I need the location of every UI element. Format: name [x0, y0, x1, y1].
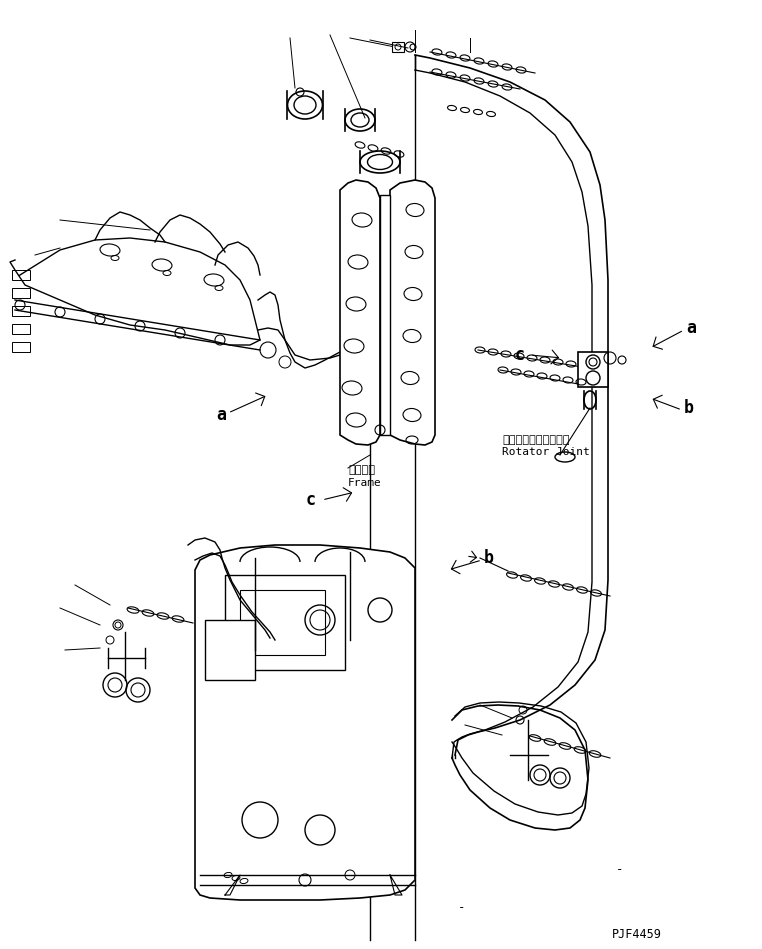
- Text: ローテータジョイント: ローテータジョイント: [502, 435, 569, 445]
- Polygon shape: [340, 180, 380, 445]
- Bar: [380, 195, 390, 435]
- Bar: [12, 342, 30, 352]
- Circle shape: [115, 622, 121, 628]
- Text: フレーム: フレーム: [348, 465, 375, 475]
- Polygon shape: [195, 545, 415, 900]
- Text: b: b: [484, 549, 494, 567]
- Bar: [578, 352, 608, 387]
- Text: c: c: [306, 491, 316, 509]
- Text: -: -: [616, 864, 624, 877]
- Text: b: b: [684, 399, 694, 417]
- Bar: [225, 575, 345, 670]
- Text: c: c: [515, 346, 525, 364]
- Bar: [392, 42, 404, 52]
- Text: Rotator Joint: Rotator Joint: [502, 447, 590, 457]
- Bar: [12, 288, 30, 298]
- Text: a: a: [686, 319, 696, 337]
- Polygon shape: [390, 180, 435, 445]
- Text: -: -: [458, 902, 466, 915]
- Bar: [12, 270, 30, 280]
- Text: Frame: Frame: [348, 478, 382, 488]
- Bar: [12, 306, 30, 316]
- Bar: [205, 620, 255, 680]
- Bar: [12, 324, 30, 334]
- Text: a: a: [216, 406, 226, 424]
- Bar: [240, 590, 325, 655]
- Text: PJF4459: PJF4459: [612, 928, 662, 941]
